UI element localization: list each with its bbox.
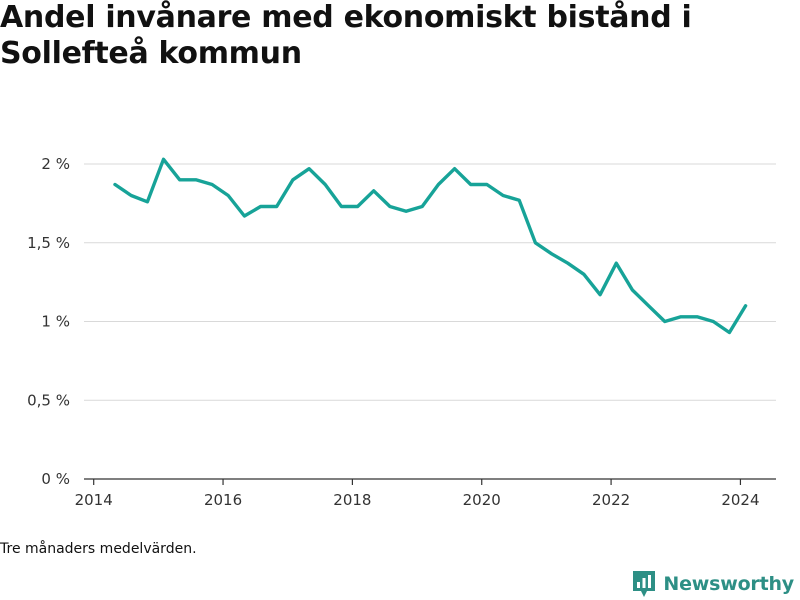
- x-tick-label: 2018: [333, 491, 371, 509]
- newsworthy-logo-icon: [633, 571, 656, 597]
- chart-footnote: Tre månaders medelvärden.: [0, 541, 197, 557]
- chart-title: Andel invånare med ekonomiskt bistånd i …: [0, 0, 692, 71]
- x-axis-ticks: [93, 479, 742, 485]
- y-tick-label: 1 %: [41, 313, 70, 331]
- x-tick-label: 2022: [592, 491, 630, 509]
- brand-logo[interactable]: Newsworthy: [631, 569, 794, 599]
- y-tick-label: 2 %: [41, 155, 70, 173]
- y-axis-labels: 0 % 0,5 % 1 % 1,5 % 2 %: [27, 155, 70, 488]
- y-tick-label: 1,5 %: [27, 234, 70, 252]
- x-tick-label: 2014: [75, 491, 113, 509]
- y-tick-label: 0,5 %: [27, 391, 70, 409]
- series-line: [113, 157, 748, 335]
- x-axis-labels: 2014 2016 2018 2020 2022 2024: [75, 491, 760, 509]
- gridlines: [84, 163, 776, 401]
- y-tick-label: 0 %: [41, 470, 70, 488]
- x-tick-label: 2024: [721, 491, 759, 509]
- x-tick-label: 2016: [204, 491, 242, 509]
- brand-name: Newsworthy: [663, 573, 794, 595]
- x-tick-label: 2020: [463, 491, 501, 509]
